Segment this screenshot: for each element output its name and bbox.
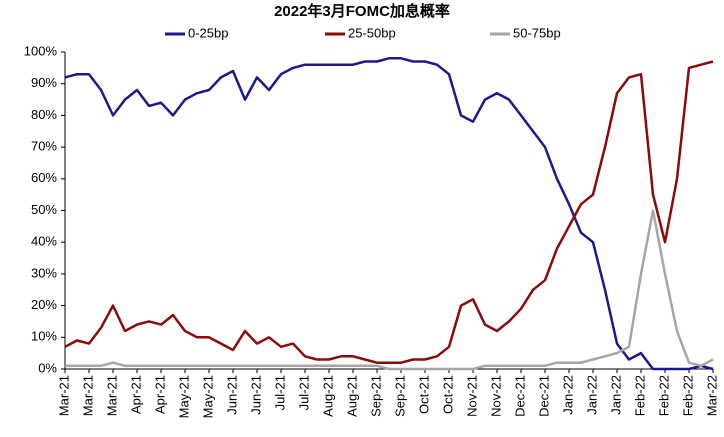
y-tick-label: 70% bbox=[31, 139, 57, 154]
y-tick-label: 0% bbox=[38, 360, 57, 375]
x-tick-label: Mar-22 bbox=[704, 375, 719, 416]
x-tick-label: Jan-22 bbox=[560, 375, 575, 415]
x-tick-label: Jan-22 bbox=[584, 375, 599, 415]
x-tick-label: Mar-21 bbox=[56, 375, 71, 416]
line-series bbox=[64, 60, 714, 364]
x-tick-label: Oct-21 bbox=[416, 375, 431, 414]
y-tick-label: 90% bbox=[31, 75, 57, 90]
x-tick-label: Apr-21 bbox=[152, 375, 167, 414]
x-tick-label: Sep-21 bbox=[368, 375, 383, 417]
x-tick-label: Nov-21 bbox=[464, 375, 479, 417]
x-tick-label: Mar-21 bbox=[104, 375, 119, 416]
chart-title: 2022年3月FOMC加息概率 bbox=[274, 2, 450, 20]
x-tick-label: Feb-22 bbox=[656, 375, 671, 416]
x-tick-label: Oct-21 bbox=[440, 375, 455, 414]
y-tick-label: 20% bbox=[31, 297, 57, 312]
x-tick-label: Dec-21 bbox=[536, 375, 551, 417]
x-tick-label: Jan-22 bbox=[608, 375, 623, 415]
y-tick-label: 10% bbox=[31, 329, 57, 344]
x-tick-label: Jun-21 bbox=[224, 375, 239, 415]
x-tick-label: Jul-21 bbox=[272, 375, 287, 410]
x-tick-label: Sep-21 bbox=[392, 375, 407, 417]
x-tick-label: May-21 bbox=[176, 375, 191, 418]
line-series bbox=[64, 57, 714, 371]
y-tick-label: 50% bbox=[31, 202, 57, 217]
legend-label: 0-25bp bbox=[188, 25, 228, 40]
x-tick-label: Apr-21 bbox=[128, 375, 143, 414]
line-series bbox=[65, 209, 714, 371]
x-tick-label: Jun-21 bbox=[248, 375, 263, 415]
y-tick-label: 40% bbox=[31, 234, 57, 249]
x-tick-label: Dec-21 bbox=[512, 375, 527, 417]
x-tick-label: Feb-22 bbox=[632, 375, 647, 416]
y-tick-label: 30% bbox=[31, 265, 57, 280]
x-tick-label: Jul-21 bbox=[296, 375, 311, 410]
x-tick-label: Mar-21 bbox=[80, 375, 95, 416]
x-tick-label: Nov-21 bbox=[488, 375, 503, 417]
legend-label: 25-50bp bbox=[348, 25, 396, 40]
legend-label: 50-75bp bbox=[513, 25, 561, 40]
x-tick-label: May-21 bbox=[200, 375, 215, 418]
x-tick-label: Aug-21 bbox=[344, 375, 359, 417]
y-tick-label: 60% bbox=[31, 170, 57, 185]
y-tick-label: 80% bbox=[31, 107, 57, 122]
y-tick-label: 100% bbox=[24, 43, 58, 58]
x-tick-label: Aug-21 bbox=[320, 375, 335, 417]
x-tick-label: Feb-22 bbox=[680, 375, 695, 416]
